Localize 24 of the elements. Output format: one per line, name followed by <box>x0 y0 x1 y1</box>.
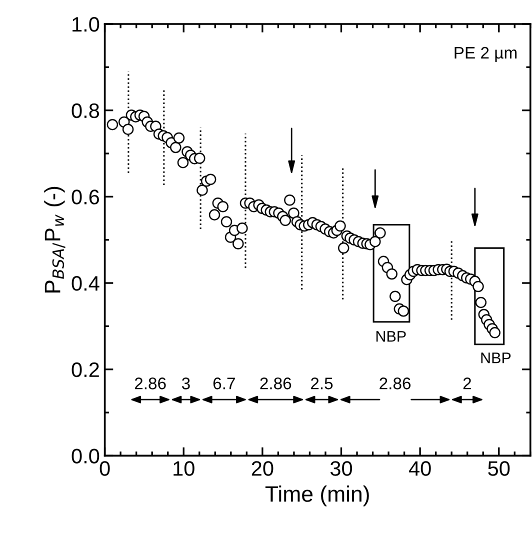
annotation: 2 <box>463 378 471 390</box>
annotation: NBP <box>481 352 511 364</box>
y-tick-label: 0.6 <box>72 190 100 204</box>
x-tick-label: 10 <box>174 461 194 476</box>
y-tick-label: 0.8 <box>72 103 100 118</box>
x-tick-label: 20 <box>252 461 274 476</box>
y-tick-label: 0.4 <box>72 276 100 291</box>
annotation: NBP <box>376 331 406 342</box>
x-tick-label: 40 <box>408 461 431 476</box>
annotation: 2.86 <box>380 378 411 390</box>
y-tick-label: 0.2 <box>72 362 99 378</box>
annotation: 2.86 <box>134 378 166 390</box>
annotation: 2.5 <box>310 378 333 390</box>
annotation: 6.7 <box>213 378 235 390</box>
y-tick-label: 0.0 <box>72 448 100 464</box>
x-tick-label: 30 <box>330 461 352 476</box>
x-tick-label: 0 <box>100 461 110 476</box>
x-tick-label: 50 <box>488 461 510 476</box>
annotation: PE 2 µm <box>454 46 517 62</box>
x-axis-title: Time (min) <box>265 486 369 506</box>
annotation: 2.86 <box>260 378 292 390</box>
y-tick-label: 1.0 <box>72 16 100 32</box>
y-axis-title: P$_{BSA/}$P$_{w}$ (-) <box>44 186 66 292</box>
annotation: 3 <box>182 378 190 390</box>
